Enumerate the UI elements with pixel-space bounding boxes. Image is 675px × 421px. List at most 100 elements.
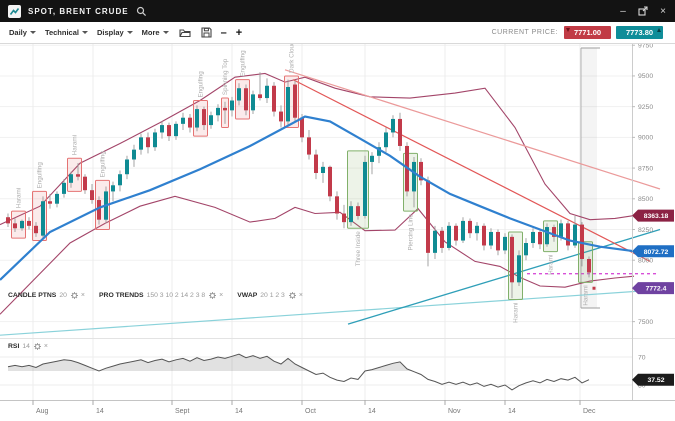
vwap-line	[0, 289, 661, 336]
menu-technical-label: Technical	[44, 28, 79, 37]
chevron-down-icon	[162, 31, 169, 34]
indicator-legend-row: CANDLE PTNS 20 × PRO TRENDS 150 3 10 2 1…	[8, 292, 317, 299]
candle-body	[447, 225, 451, 248]
pattern-label: Harami	[72, 135, 79, 155]
candle-body	[69, 174, 73, 183]
candle-body	[552, 227, 556, 237]
x-tick-label: Oct	[305, 408, 316, 415]
candle-body	[461, 220, 465, 241]
zoom-out-button[interactable]: –	[220, 26, 227, 39]
price-badge-value: 8072.72	[644, 249, 669, 256]
ascending-trendline	[347, 228, 661, 325]
rsi-line	[7, 353, 590, 391]
pattern-label: Spinning Top	[222, 58, 229, 95]
x-tick-label: 14	[508, 408, 516, 415]
candle-body	[146, 137, 150, 148]
current-price-label: CURRENT PRICE:	[491, 29, 558, 36]
bid-price-value: 7771.00	[573, 28, 602, 37]
y-tick-label: 9250	[638, 104, 653, 111]
remove-indicator-icon[interactable]: ×	[219, 292, 224, 299]
candle-body	[510, 236, 514, 283]
x-tick-label: Dec	[583, 408, 596, 415]
candle-body	[300, 117, 304, 138]
open-folder-icon[interactable]	[179, 28, 191, 38]
candle-body	[139, 137, 143, 150]
candle-body	[90, 190, 94, 201]
settings-gear-icon[interactable]	[288, 292, 296, 299]
candle-body	[188, 117, 192, 128]
candle-body	[440, 230, 444, 248]
candle-body	[321, 166, 325, 173]
save-icon[interactable]	[201, 27, 212, 38]
candle-body	[216, 107, 220, 116]
candle-body	[230, 100, 234, 111]
candle-body	[181, 117, 185, 124]
candle-body	[482, 225, 486, 246]
chart-toolbar: Daily Technical Display More – + CURRENT…	[0, 22, 675, 44]
menu-more[interactable]: More	[142, 28, 169, 37]
candle-body	[48, 201, 52, 204]
candle-body	[587, 258, 591, 273]
indicator-name: CANDLE PTNS	[8, 292, 57, 299]
price-badge-tag	[632, 245, 674, 258]
axes-layer: 9750 9500 9250 9000 8750 8500 8250 8000 7500 70 30…	[0, 43, 675, 415]
candle-body	[328, 166, 332, 197]
candle-body	[272, 85, 276, 112]
candle-body	[41, 201, 45, 236]
candle-body	[202, 109, 206, 126]
candle-body	[349, 206, 353, 223]
minimize-button[interactable]: –	[620, 5, 626, 17]
menu-display[interactable]: Display	[97, 28, 133, 37]
candle-body	[265, 85, 269, 99]
settings-gear-icon[interactable]	[209, 292, 217, 299]
candle-body	[97, 200, 101, 220]
candle-body	[111, 185, 115, 192]
settings-gear-icon[interactable]	[70, 292, 78, 299]
candle-body	[258, 94, 262, 99]
rsi-legend-row: RSI 14 ×	[8, 343, 62, 350]
indicator-candle-patterns: CANDLE PTNS 20 ×	[8, 292, 85, 299]
remove-indicator-icon[interactable]: ×	[43, 343, 48, 350]
zoom-in-button[interactable]: +	[235, 26, 243, 39]
candle-body	[125, 159, 129, 175]
price-badges: 8363.18 8072.72 7772.4 37.52	[632, 209, 674, 386]
candle-body	[62, 182, 66, 194]
title-bar: SPOT, BRENT CRUDE – ×	[0, 0, 675, 22]
last-price-dot	[592, 286, 596, 290]
rsi-level-label: 70	[638, 354, 646, 361]
menu-timeframe-label: Daily	[9, 28, 27, 37]
candle-body	[83, 176, 87, 191]
pattern-label: Engulfing	[100, 151, 107, 178]
y-tick-label: 8250	[638, 227, 653, 234]
y-tick-label: 9500	[638, 73, 653, 80]
candle-body	[538, 231, 542, 245]
x-tick-label: Sept	[175, 408, 189, 415]
candle-body	[419, 161, 423, 181]
remove-indicator-icon[interactable]: ×	[80, 292, 85, 299]
pattern-label: Harami	[583, 285, 590, 305]
candle-body	[412, 161, 416, 192]
candle-body	[559, 223, 563, 237]
candle-body	[566, 223, 570, 246]
search-icon[interactable]	[136, 6, 147, 17]
candle-body	[118, 174, 122, 186]
candle-body	[20, 220, 24, 229]
y-tick-label: 8000	[638, 258, 653, 265]
remove-indicator-icon[interactable]: ×	[298, 292, 303, 299]
x-tick-label: 14	[235, 408, 243, 415]
candle-body	[517, 255, 521, 283]
settings-gear-icon[interactable]	[33, 343, 41, 350]
candle-body	[34, 225, 38, 234]
menu-timeframe[interactable]: Daily	[9, 28, 36, 37]
menu-technical[interactable]: Technical	[45, 28, 88, 37]
popout-window-button[interactable]	[635, 3, 651, 19]
candle-body	[468, 220, 472, 234]
candle-body	[342, 213, 346, 223]
rsi-badge-tag	[632, 373, 674, 386]
close-button[interactable]: ×	[660, 5, 666, 17]
price-badge-tag	[632, 209, 674, 222]
chevron-down-icon	[81, 31, 88, 34]
candle-body	[76, 174, 80, 177]
